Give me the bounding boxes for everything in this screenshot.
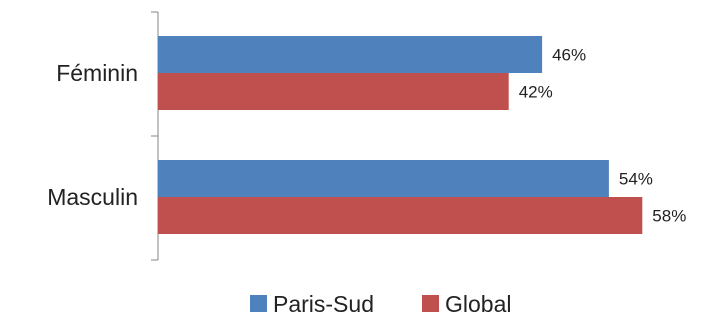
legend-swatch: [422, 295, 439, 312]
data-label: 58%: [652, 207, 686, 226]
bar-paris-sud-1: [158, 160, 609, 197]
data-label: 42%: [519, 83, 553, 102]
bar-global-1: [158, 197, 643, 234]
data-labels: 46% 42% 54% 58%: [519, 46, 687, 226]
legend-label: Global: [445, 291, 511, 317]
legend-label: Paris-Sud: [273, 291, 374, 317]
data-label: 46%: [552, 46, 586, 65]
data-label: 54%: [619, 170, 653, 189]
bars: [158, 36, 643, 234]
category-labels: Féminin Masculin: [47, 60, 138, 210]
legend: Paris-Sud Global: [250, 291, 511, 317]
bar-global-0: [158, 73, 509, 110]
category-label: Féminin: [56, 60, 138, 86]
category-label: Masculin: [47, 184, 138, 210]
legend-swatch: [250, 295, 267, 312]
bar-paris-sud-0: [158, 36, 543, 73]
category-axis: [151, 11, 159, 261]
